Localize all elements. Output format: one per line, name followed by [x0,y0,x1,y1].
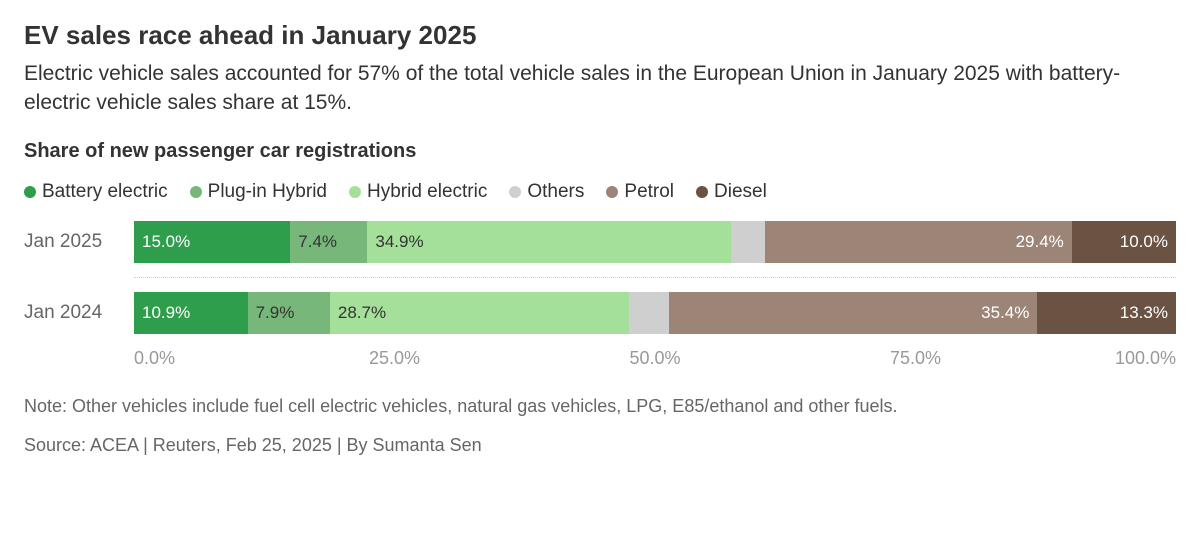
stacked-bar: 15.0% 7.4% 34.9% 29.4% 10.0% [134,221,1176,263]
segment-value: 29.4% [1016,232,1064,252]
legend-swatch [509,186,521,198]
segment-value: 7.4% [298,232,337,252]
row-separator [134,277,1176,278]
legend-item: Petrol [606,181,674,203]
legend: Battery electric Plug-in Hybrid Hybrid ele… [24,181,1176,203]
segment-value: 10.0% [1120,232,1168,252]
bar-segment [731,221,765,263]
segment-value: 10.9% [142,303,190,323]
legend-label: Petrol [624,181,674,203]
legend-label: Battery electric [42,181,168,203]
legend-item: Plug-in Hybrid [190,181,327,203]
segment-value: 35.4% [981,303,1029,323]
segment-value: 13.3% [1120,303,1168,323]
bar-segment [629,292,669,334]
chart-subtitle: Electric vehicle sales accounted for 57%… [24,59,1176,118]
legend-swatch [696,186,708,198]
bar-segment: 28.7% [330,292,629,334]
bar-segment: 7.4% [290,221,367,263]
bar-segment: 13.3% [1037,292,1176,334]
legend-label: Diesel [714,181,767,203]
row-label: Jan 2025 [24,231,134,253]
legend-item: Others [509,181,584,203]
legend-swatch [190,186,202,198]
bar-segment: 29.4% [765,221,1071,263]
bar-row: Jan 2024 10.9% 7.9% 28.7% 35.4% 13.3% [24,292,1176,334]
bar-segment: 10.9% [134,292,248,334]
bar-segment: 10.0% [1072,221,1176,263]
row-label: Jan 2024 [24,302,134,324]
section-title: Share of new passenger car registrations [24,140,1176,163]
axis-tick: 100.0% [1115,348,1176,369]
chart-note: Note: Other vehicles include fuel cell e… [24,396,1176,417]
legend-label: Hybrid electric [367,181,487,203]
bar-segment: 34.9% [367,221,731,263]
segment-value: 15.0% [142,232,190,252]
bar-segment: 15.0% [134,221,290,263]
segment-value: 34.9% [375,232,423,252]
segment-value: 7.9% [256,303,295,323]
bar-row: Jan 2025 15.0% 7.4% 34.9% 29.4% 10.0% [24,221,1176,263]
legend-item: Hybrid electric [349,181,487,203]
legend-swatch [349,186,361,198]
axis-tick: 75.0% [890,348,941,369]
axis-tick: 50.0% [629,348,680,369]
chart-source: Source: ACEA | Reuters, Feb 25, 2025 | B… [24,435,1176,456]
bar-segment: 35.4% [669,292,1038,334]
axis-tick: 0.0% [134,348,175,369]
legend-item: Diesel [696,181,767,203]
legend-swatch [606,186,618,198]
chart-title: EV sales race ahead in January 2025 [24,20,1176,51]
stacked-bar-chart: Jan 2025 15.0% 7.4% 34.9% 29.4% 10.0% Jan 2024… [24,221,1176,372]
legend-label: Plug-in Hybrid [208,181,327,203]
axis-tick: 25.0% [369,348,420,369]
legend-item: Battery electric [24,181,168,203]
legend-label: Others [527,181,584,203]
legend-swatch [24,186,36,198]
bar-segment: 7.9% [248,292,330,334]
segment-value: 28.7% [338,303,386,323]
stacked-bar: 10.9% 7.9% 28.7% 35.4% 13.3% [134,292,1176,334]
x-axis: 0.0% 25.0% 50.0% 75.0% 100.0% [134,348,1176,372]
